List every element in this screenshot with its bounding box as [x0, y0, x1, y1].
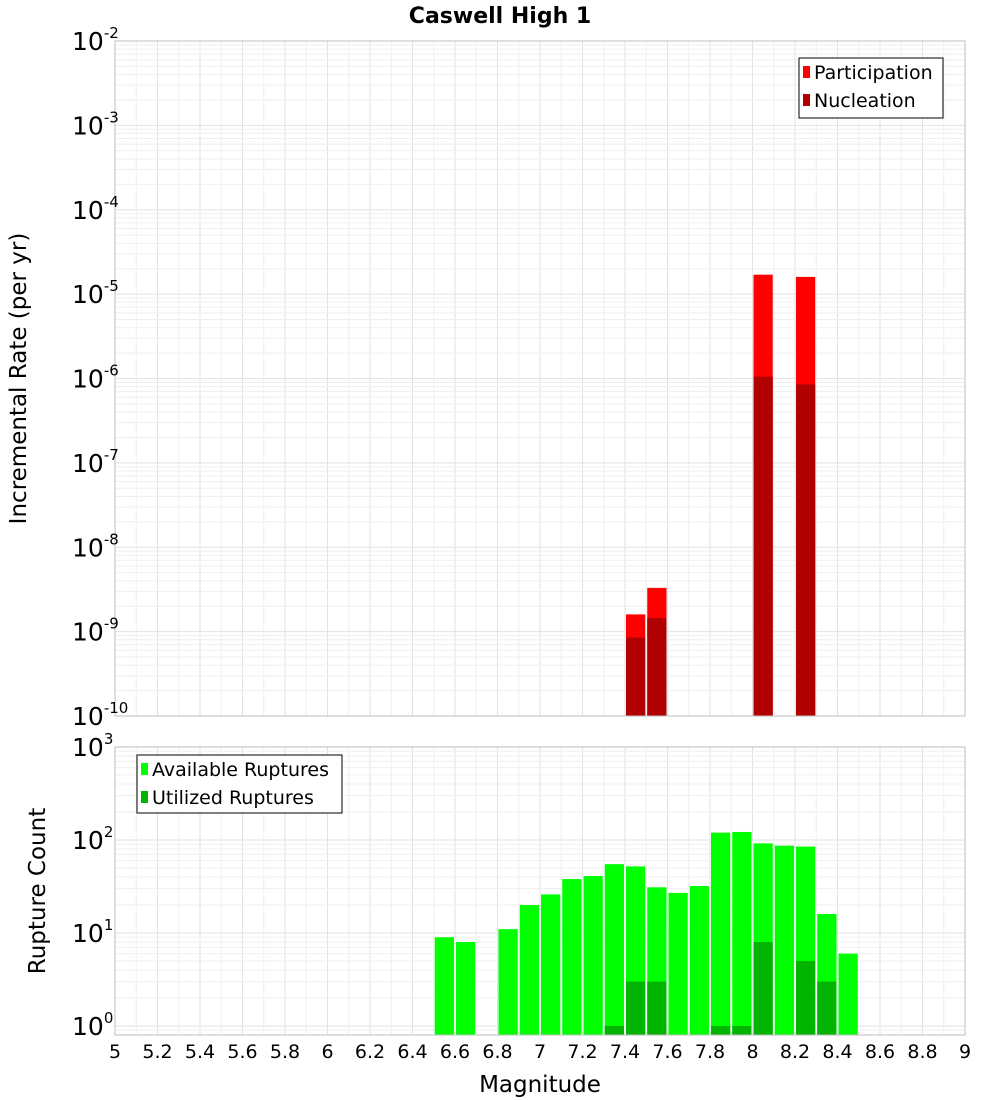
- y-tick-label: 10-9: [72, 615, 119, 647]
- y-tick-label: 10-3: [72, 108, 119, 140]
- x-tick-label: 6.6: [440, 1041, 470, 1063]
- x-tick-label: 7.8: [695, 1041, 725, 1063]
- x-tick-label: 6.8: [482, 1041, 512, 1063]
- bar-primary: [562, 879, 582, 1035]
- y-tick-label: 100: [72, 1009, 113, 1041]
- bar-primary: [668, 892, 688, 1035]
- bar-primary: [519, 904, 539, 1035]
- y-tick-label: 10-10: [72, 699, 128, 731]
- series-nucleation: [626, 376, 816, 716]
- legend-swatch: [141, 763, 148, 775]
- bar-primary: [583, 876, 603, 1035]
- x-tick-labels: 5 5.2 5.4 5.6 5.8 6 6.2 6.4 6.6 6.8 7 7.2 7.4 7.6 7.8 8…: [109, 1041, 971, 1063]
- x-tick-label: 8.2: [780, 1041, 810, 1063]
- bar-overlay: [626, 637, 646, 716]
- x-tick-label: 7.2: [567, 1041, 597, 1063]
- x-tick-label: 7.4: [610, 1041, 640, 1063]
- x-tick-label: 5: [109, 1041, 121, 1063]
- x-tick-label: 5.2: [142, 1041, 172, 1063]
- x-tick-label: 8.4: [822, 1041, 852, 1063]
- legend: Participation Nucleation: [798, 57, 944, 119]
- y-tick-labels: 10-2 10-3 10-4 10-5 10-6 10-7 10-8 10-9 10-10: [72, 24, 128, 731]
- x-tick-label: 6.4: [397, 1041, 427, 1063]
- bar-overlay: [817, 981, 837, 1035]
- x-tick-label: 5.6: [227, 1041, 257, 1063]
- bar-primary: [434, 937, 454, 1035]
- bar-primary: [689, 886, 709, 1035]
- x-axis-label: Magnitude: [479, 1072, 601, 1098]
- plot-frame: [114, 746, 966, 1036]
- x-tick-label: 9: [959, 1041, 971, 1063]
- grid: [114, 40, 966, 717]
- legend: Available Ruptures Utilized Ruptures: [136, 754, 343, 814]
- x-tick-label: 8: [746, 1041, 758, 1063]
- bar-primary: [498, 929, 518, 1035]
- chart-title: Caswell High 1: [409, 4, 591, 29]
- x-tick-label: 7.6: [652, 1041, 682, 1063]
- bar-primary: [541, 894, 561, 1035]
- y-tick-label: 10-5: [72, 277, 119, 309]
- y-tick-labels: 103 102 101 100: [72, 730, 113, 1041]
- bar-overlay: [604, 1025, 624, 1035]
- y-axis-label: Incremental Rate (per yr): [6, 233, 32, 525]
- x-tick-label: 6.2: [355, 1041, 385, 1063]
- bar-overlay: [626, 981, 646, 1035]
- legend-box: [136, 754, 343, 814]
- legend-swatch: [803, 94, 810, 106]
- legend-label: Available Ruptures: [152, 759, 329, 781]
- x-tick-label: 5.4: [185, 1041, 215, 1063]
- y-tick-label: 10-7: [72, 446, 119, 478]
- plot-frame: [114, 40, 966, 717]
- y-tick-label: 10-4: [72, 193, 119, 225]
- bar-overlay: [753, 376, 773, 716]
- bar-overlay: [647, 618, 667, 716]
- legend-label: Nucleation: [814, 90, 916, 112]
- legend-label: Participation: [814, 62, 933, 84]
- bar-primary: [456, 942, 476, 1035]
- bar-primary: [711, 832, 731, 1035]
- series-utilized-ruptures: [604, 942, 837, 1035]
- x-tick-label: 7: [534, 1041, 546, 1063]
- legend-swatch: [803, 66, 810, 78]
- y-tick-label: 10-6: [72, 362, 119, 394]
- bar-primary: [838, 953, 858, 1035]
- y-axis-label: Rupture Count: [25, 808, 51, 974]
- bar-overlay: [711, 1025, 731, 1035]
- x-tick-label: 8.6: [865, 1041, 895, 1063]
- top-plot-rates: 10-2 10-3 10-4 10-5 10-6 10-7 10-8 10-9 10-10 Inc…: [6, 24, 966, 731]
- y-tick-label: 10-2: [72, 24, 119, 56]
- bar-overlay: [796, 960, 816, 1035]
- legend-swatch: [141, 791, 148, 803]
- y-tick-label: 102: [72, 823, 113, 855]
- bar-overlay: [647, 981, 667, 1035]
- bar-primary: [774, 845, 794, 1035]
- bar-overlay: [753, 942, 773, 1035]
- legend-box: [798, 57, 944, 119]
- bar-primary: [732, 831, 752, 1035]
- bar-overlay: [796, 384, 816, 716]
- legend-label: Utilized Ruptures: [152, 787, 314, 809]
- bar-overlay: [732, 1025, 752, 1035]
- x-tick-label: 8.8: [907, 1041, 937, 1063]
- y-tick-label: 10-8: [72, 530, 119, 562]
- x-tick-label: 6: [321, 1041, 333, 1063]
- bar-primary: [604, 864, 624, 1035]
- y-tick-label: 101: [72, 916, 113, 948]
- y-tick-label: 103: [72, 730, 113, 762]
- x-tick-label: 5.8: [270, 1041, 300, 1063]
